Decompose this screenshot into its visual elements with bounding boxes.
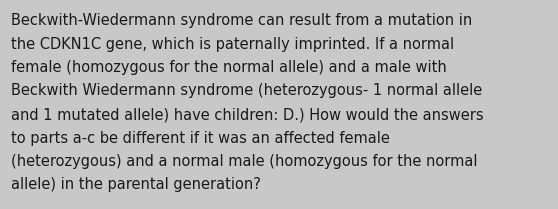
Text: allele) in the parental generation?: allele) in the parental generation? bbox=[11, 177, 261, 192]
Text: (heterozygous) and a normal male (homozygous for the normal: (heterozygous) and a normal male (homozy… bbox=[11, 154, 478, 169]
Text: and 1 mutated allele) have children: D.) How would the answers: and 1 mutated allele) have children: D.)… bbox=[11, 107, 484, 122]
Text: to parts a-c be different if it was an affected female: to parts a-c be different if it was an a… bbox=[11, 130, 390, 145]
Text: female (homozygous for the normal allele) and a male with: female (homozygous for the normal allele… bbox=[11, 60, 447, 75]
Text: Beckwith Wiedermann syndrome (heterozygous- 1 normal allele: Beckwith Wiedermann syndrome (heterozygo… bbox=[11, 84, 482, 98]
Text: the CDKN1C gene, which is paternally imprinted. If a normal: the CDKN1C gene, which is paternally imp… bbox=[11, 37, 454, 51]
Text: Beckwith-Wiedermann syndrome can result from a mutation in: Beckwith-Wiedermann syndrome can result … bbox=[11, 13, 472, 28]
